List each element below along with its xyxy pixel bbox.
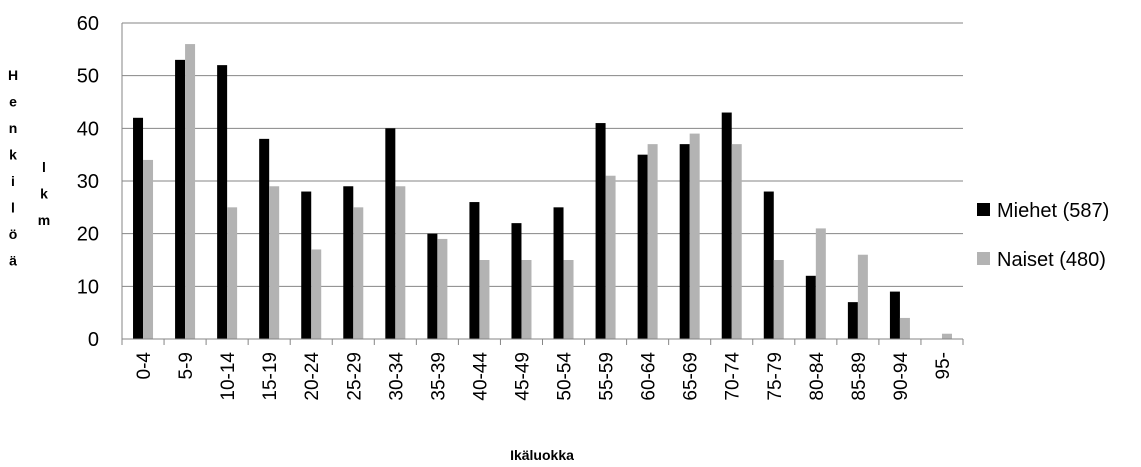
y-tick-label: 10: [77, 276, 99, 298]
x-tick-label: 90-94: [891, 352, 912, 401]
y-axis-title-letter: l: [11, 200, 15, 216]
bar-miehet: [763, 191, 774, 339]
x-tick-label: 15-19: [260, 352, 281, 401]
bar-miehet: [889, 291, 900, 339]
x-tick-label: 95-: [933, 352, 954, 379]
x-tick-label: 5-9: [176, 352, 197, 379]
bar-miehet: [553, 207, 564, 339]
y-axis-title-letter: H: [8, 67, 18, 83]
bar-naiset: [143, 159, 154, 339]
x-tick-label: 0-4: [134, 352, 155, 380]
x-tick-label: 10-14: [218, 352, 239, 401]
bar-miehet: [427, 233, 438, 339]
x-axis-title: Ikäluokka: [510, 447, 574, 463]
bar-miehet: [511, 223, 522, 339]
bar-naiset: [731, 144, 742, 339]
y-tick-label: 60: [77, 13, 99, 35]
bar-miehet: [721, 112, 732, 340]
y-axis-title-letter: m: [38, 212, 50, 228]
x-tick-label: 70-74: [723, 352, 744, 401]
bar-miehet: [175, 59, 186, 339]
x-tick-label: 60-64: [639, 352, 660, 401]
x-tick-label: 65-69: [681, 352, 702, 401]
x-tick-label: 40-44: [470, 352, 491, 401]
bar-naiset: [647, 144, 658, 339]
gridlines: [122, 22, 963, 287]
x-tick-label: 25-29: [344, 352, 365, 401]
bar-naiset: [857, 254, 868, 339]
bar-naiset: [227, 207, 238, 339]
bar-naiset: [311, 249, 322, 339]
bar-naiset: [185, 44, 196, 340]
y-axis-title-letter: n: [9, 120, 18, 136]
bar-naiset: [941, 333, 952, 339]
y-axis-title-lkm: lkm: [38, 159, 50, 228]
bar-miehet: [847, 302, 858, 339]
x-tick-label: 80-84: [807, 352, 828, 401]
y-axis-title-letter: ö: [9, 226, 18, 242]
y-tick-label: 0: [88, 329, 99, 351]
bar-miehet: [343, 186, 354, 339]
y-tick-label: 40: [77, 118, 99, 140]
bar-naiset: [269, 186, 280, 339]
bar-naiset: [563, 260, 574, 339]
legend-label-naiset: Naiset (480): [997, 249, 1106, 271]
bar-naiset: [437, 238, 448, 339]
bar-miehet: [133, 117, 144, 339]
x-tick-label: 50-54: [555, 352, 576, 401]
legend: Miehet (587) Naiset (480): [977, 200, 1109, 271]
x-axis: [121, 23, 964, 345]
x-tick-label: 20-24: [302, 352, 323, 401]
y-tick-label: 50: [77, 66, 99, 88]
y-axis-title-letter: ä: [9, 253, 17, 269]
y-tick-label: 20: [77, 224, 99, 246]
bars: [133, 44, 952, 340]
bar-miehet: [679, 144, 690, 339]
y-axis-title-letter: l: [42, 159, 46, 175]
bar-naiset: [605, 175, 616, 339]
legend-swatch-miehet: [977, 203, 990, 216]
bar-naiset: [479, 260, 490, 339]
x-tick-label: 30-34: [386, 352, 407, 401]
y-axis-title-letter: e: [9, 94, 17, 110]
bar-miehet: [301, 191, 312, 339]
y-axis-title-letter: i: [11, 173, 15, 189]
bar-naiset: [689, 133, 700, 339]
bar-miehet: [595, 123, 606, 339]
bar-naiset: [815, 228, 826, 339]
x-tick-label: 35-39: [428, 352, 449, 401]
bar-naiset: [395, 186, 406, 339]
y-axis-title-letter: k: [40, 186, 48, 202]
x-tick-label: 85-89: [849, 352, 870, 401]
bar-miehet: [637, 154, 648, 339]
x-tick-label: 55-59: [597, 352, 618, 401]
bar-naiset: [773, 260, 784, 339]
x-axis-ticks: 0-4 5-9 10-14 15-19 20-24 25-29 30-34 35-39 40-4…: [134, 352, 954, 401]
bar-naiset: [521, 260, 532, 339]
x-tick-label: 75-79: [765, 352, 786, 401]
legend-label-miehet: Miehet (587): [997, 200, 1109, 222]
bar-naiset: [899, 317, 910, 339]
y-axis-title-letter: k: [9, 147, 17, 163]
bar-miehet: [385, 128, 396, 339]
y-axis-ticks: 0 10 20 30 40 50 60: [77, 13, 99, 351]
bar-miehet: [259, 138, 270, 339]
y-tick-label: 30: [77, 171, 99, 193]
bar-miehet: [217, 65, 228, 339]
bar-naiset: [353, 207, 364, 339]
x-tick-label: 45-49: [512, 352, 533, 401]
bar-miehet: [469, 202, 480, 339]
bar-miehet: [805, 275, 816, 339]
legend-swatch-naiset: [977, 252, 990, 265]
